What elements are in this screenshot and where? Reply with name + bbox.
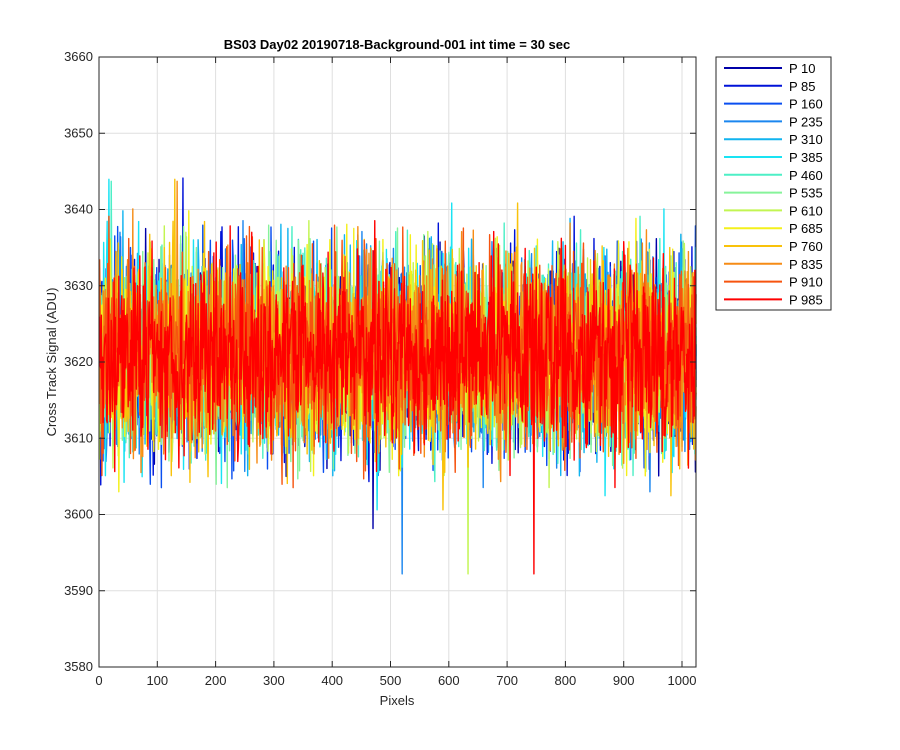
y-tick-label: 3590 <box>64 583 93 598</box>
y-tick-label: 3630 <box>64 278 93 293</box>
chart-title: BS03 Day02 20190718-Background-001 int t… <box>224 37 571 52</box>
x-axis: 0 100 200 300 400 500 600 700 800 900 1000 <box>95 57 696 688</box>
series-line <box>98 220 697 575</box>
x-tick-label: 600 <box>438 673 460 688</box>
legend-entry: P 910 <box>789 275 823 290</box>
x-tick-label: 300 <box>263 673 285 688</box>
legend-entry: P 535 <box>789 186 823 201</box>
legend-entry: P 685 <box>789 221 823 236</box>
x-tick-label: 1000 <box>668 673 697 688</box>
y-tick-label: 3640 <box>64 202 93 217</box>
y-tick-label: 3650 <box>64 125 93 140</box>
x-tick-label: 800 <box>555 673 577 688</box>
legend-entry: P 460 <box>789 168 823 183</box>
legend-entry: P 385 <box>789 150 823 165</box>
legend-entry: P 985 <box>789 292 823 307</box>
y-tick-label: 3610 <box>64 430 93 445</box>
y-axis: 3580 3590 3600 3610 3620 3630 3640 3650 3660 <box>64 49 696 674</box>
legend-entry: P 835 <box>789 257 823 272</box>
legend: P 10 P 85 P 160 P 235 P 310 P 385 P 460 P 535 P … <box>715 56 832 311</box>
legend-entry: P 760 <box>789 239 823 254</box>
x-tick-label: 0 <box>95 673 102 688</box>
legend-entry: P 160 <box>789 97 823 112</box>
y-tick-label: 3660 <box>64 49 93 64</box>
plot-series <box>98 177 697 575</box>
legend-entry: P 10 <box>789 61 816 76</box>
legend-entry: P 610 <box>789 203 823 218</box>
legend-entry: P 310 <box>789 132 823 147</box>
x-tick-label: 200 <box>205 673 227 688</box>
x-tick-label: 700 <box>496 673 518 688</box>
y-tick-label: 3620 <box>64 354 93 369</box>
y-axis-label: Cross Track Signal (ADU) <box>44 288 59 437</box>
y-tick-label: 3580 <box>64 659 93 674</box>
legend-entry: P 235 <box>789 114 823 129</box>
y-tick-label: 3600 <box>64 507 93 522</box>
x-tick-label: 500 <box>380 673 402 688</box>
x-axis-label: Pixels <box>380 693 415 708</box>
x-tick-label: 900 <box>613 673 635 688</box>
x-tick-label: 400 <box>321 673 343 688</box>
legend-box <box>715 56 832 311</box>
legend-entry: P 85 <box>789 79 816 94</box>
x-tick-label: 100 <box>146 673 168 688</box>
